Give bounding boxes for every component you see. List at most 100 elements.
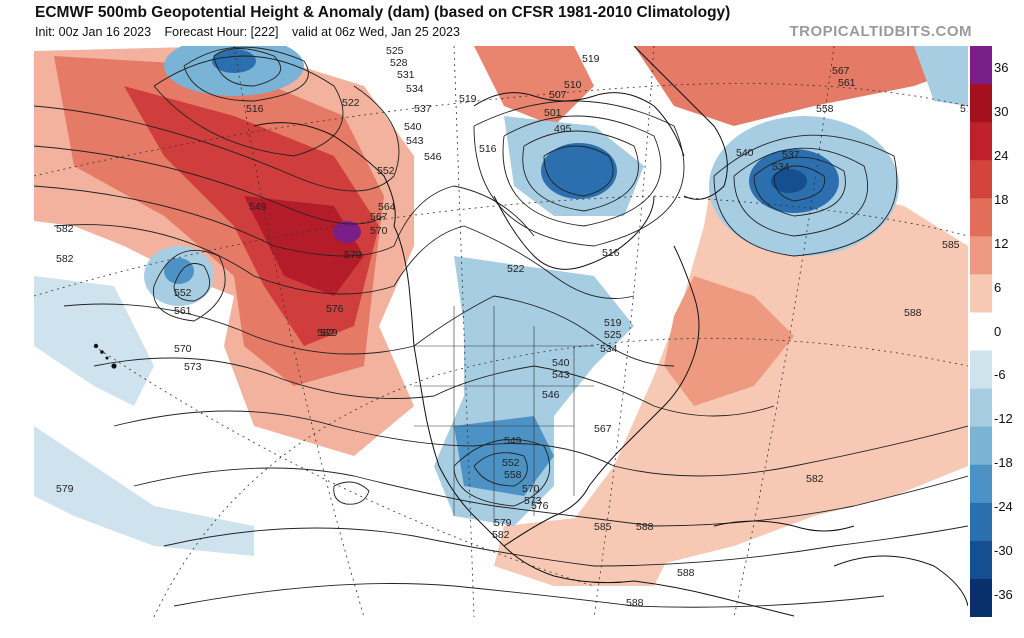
contour-label: 570 [370,225,388,237]
positive-anomaly-peak [333,221,361,243]
contour-label: 546 [424,151,442,163]
negative-anomaly-conus-core [454,416,554,496]
contour-label: 540 [404,121,422,133]
contour-label: 582 [806,473,824,485]
contour-label: 567 [370,211,388,223]
contour-label: 576 [326,303,344,315]
contour-label: 519 [604,317,622,329]
negative-anomaly-east-pacific [34,426,254,556]
contour-label: 576 [531,500,549,512]
colorbar-tick-label: -30 [994,543,1013,559]
contour-label: 567 [594,423,612,435]
contour-label: 501 [544,107,562,119]
negative-anomaly-hudson-core [541,143,617,199]
contour-label: 549 [249,201,267,213]
contour-label: 543 [406,135,424,147]
negative-anomaly-northeast [914,46,968,106]
colorbar-tick-label: 18 [994,191,1009,207]
contour-label: 531 [397,69,415,81]
contour-label: 552 [377,165,395,177]
colorbar-segment [970,388,992,428]
contour-label: 585 [942,239,960,251]
contour-label: 525 [386,46,404,57]
contour-label: 534 [600,343,618,355]
contour-label: 573 [960,103,968,115]
colorbar-segment [970,236,992,275]
coastline-us-east [503,245,700,547]
contour-label: 582 [492,529,510,541]
coastline-south-america [833,555,968,607]
contour-label: 573 [524,495,542,507]
colorbar [970,46,992,617]
contour-label: 579 [320,327,338,339]
colorbar-tick-label: 12 [994,235,1009,251]
contour-label: 525 [604,329,622,341]
contour-label: 495 [554,123,572,135]
coastline-greenland [633,46,728,200]
contour-label: 516 [246,103,264,115]
negative-anomaly-alaska-core [212,49,256,73]
coastline-caribbean [713,520,855,532]
colorbar-segment [970,84,992,123]
colorbar-segment [970,350,992,390]
negative-anomaly-pacific-low-core [164,258,194,284]
contour-label: 540 [552,357,570,369]
contour-label: 585 [594,521,612,533]
contour-label: 588 [636,521,654,533]
contour-label: 516 [479,143,497,155]
negative-anomaly-atlantic-inner [771,169,807,193]
contour-label: 519 [582,53,600,65]
colorbar-segment [970,160,992,199]
contour-label: 582 [56,253,74,265]
contour-label: 570 [522,483,540,495]
contour-label: 582 [56,223,74,235]
contour-label: 552 [174,287,192,299]
contour-label: 588 [677,567,695,579]
colorbar-tick-label: 24 [994,147,1009,163]
colorbar-tick-label: -12 [994,411,1013,427]
contour-label: 543 [552,369,570,381]
colorbar-segment [970,502,992,542]
colorbar-tick-label: 36 [994,59,1009,75]
contour-label: 519 [459,93,477,105]
contour-label: 537 [414,103,432,115]
contour-label: 507 [549,89,567,101]
colorbar-tick-label: 0 [994,323,1002,339]
coastline-alaska-canada [253,122,505,547]
colorbar-tick-label: -6 [994,367,1006,383]
positive-anomaly-greenland [634,46,968,126]
chart-subtitle: Init: 00z Jan 16 2023 Forecast Hour: [22… [35,25,470,39]
contour-label: 579 [494,517,512,529]
init-time: Init: 00z Jan 16 2023 [35,25,152,39]
colorbar-tick-label: -36 [994,587,1013,603]
valid-time: valid at 06z Wed, Jan 25 2023 [291,25,460,39]
chart-title: ECMWF 500mb Geopotential Height & Anomal… [35,4,731,21]
colorbar-segment [970,122,992,161]
contour-label: 570 [174,343,192,355]
graticule [34,46,968,617]
colorbar-segment [970,540,992,580]
colorbar-segment [970,274,992,313]
negative-anomaly-subtropical [34,276,154,406]
contour-label: 522 [507,263,525,275]
contour-label: 558 [816,103,834,115]
colorbar-tick-label: 6 [994,279,1002,295]
colorbar-tick-label: -18 [994,455,1013,471]
contour-label: 534 [406,83,424,95]
colorbar-segment [970,426,992,466]
colorbar-tick-label: 30 [994,103,1009,119]
positive-anomaly-arctic [474,46,594,126]
contour-label: 573 [184,361,202,373]
contour-label: 528 [390,57,408,69]
contour-label: 540 [736,147,754,159]
contour-label: 564 [378,201,396,213]
hawaii-islands [93,343,117,369]
coastline-gulf [503,545,795,617]
contour-label: 510 [564,79,582,91]
contour-label: 561 [838,77,856,89]
brand-watermark: TROPICALTIDBITS.COM [789,23,972,40]
contour-label: 537 [782,149,800,161]
forecast-hour: Forecast Hour: [222] [164,25,279,39]
contour-label: 546 [542,389,560,401]
